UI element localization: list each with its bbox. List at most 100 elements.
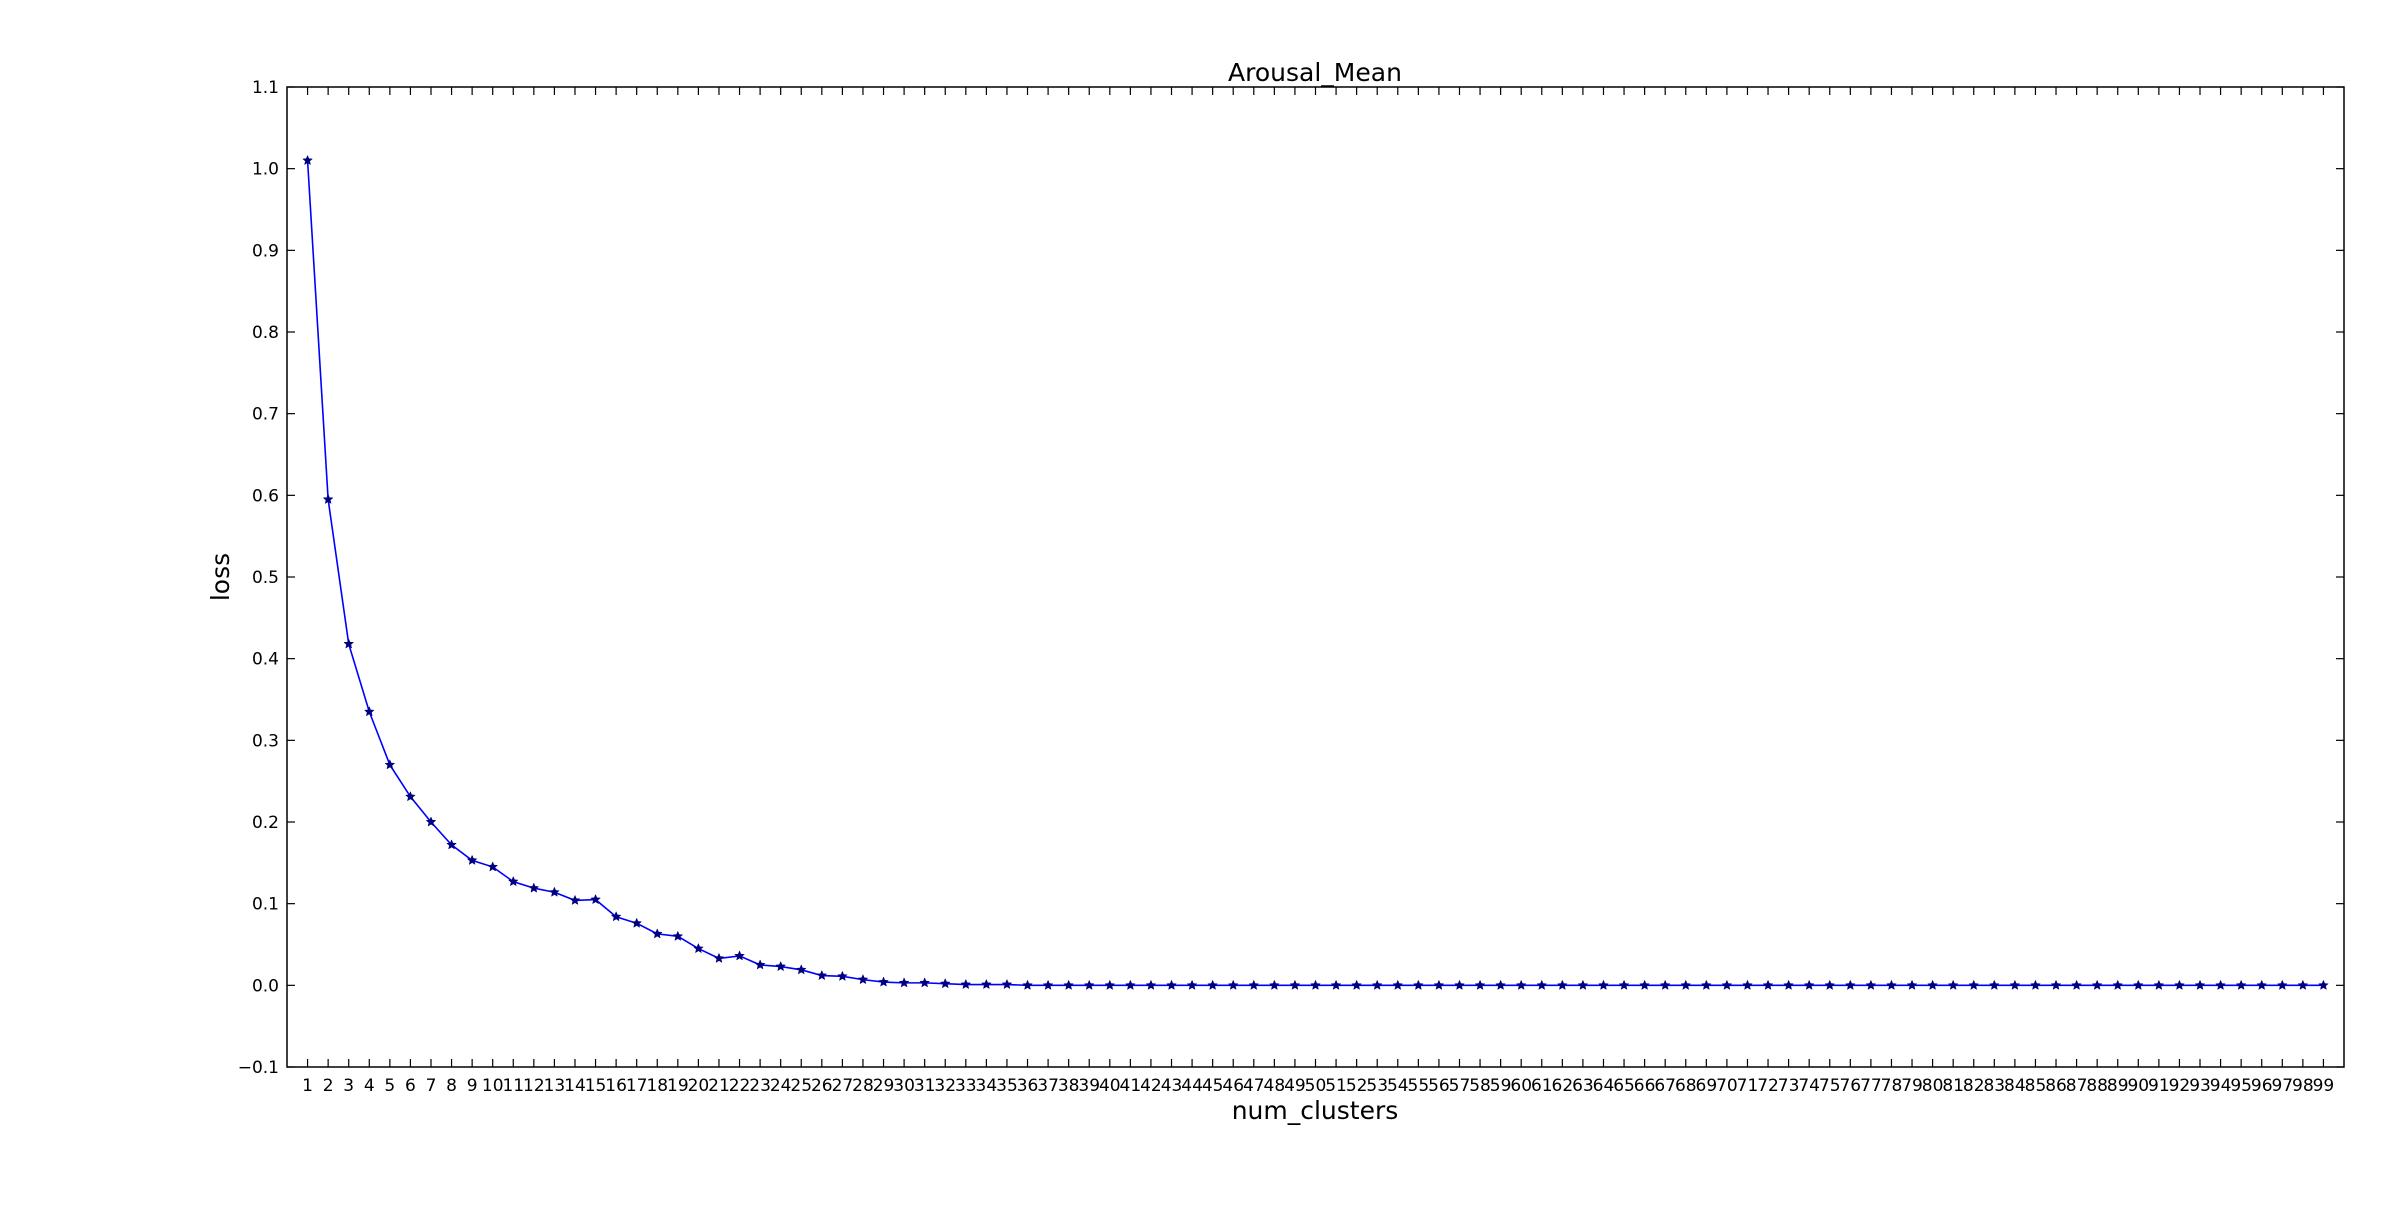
data-point: [1083, 979, 1095, 990]
x-tick-label: 81: [1942, 1076, 1964, 1096]
x-tick-label: 67: [1654, 1076, 1676, 1096]
x-tick-label: 29: [873, 1076, 895, 1096]
data-point: [2009, 979, 2021, 990]
data-point: [2050, 979, 2062, 990]
x-tick-label: 45: [1202, 1076, 1224, 1096]
x-tick-label: 58: [1469, 1076, 1491, 1096]
data-point: [1639, 979, 1650, 990]
series-markers: [302, 154, 2329, 990]
y-tick-label: 0.5: [252, 568, 279, 588]
data-point: [549, 886, 560, 897]
x-tick-label: 51: [1325, 1076, 1347, 1096]
data-point: [1289, 979, 1301, 990]
plot-area-frame: [286, 86, 2345, 1068]
x-tick-label: 66: [1634, 1076, 1656, 1096]
chart-title: Arousal_Mean: [1228, 58, 1402, 87]
x-tick-label: 34: [976, 1076, 998, 1096]
x-tick-label: 71: [1737, 1076, 1759, 1096]
x-tick-label: 9: [467, 1076, 478, 1096]
data-point: [651, 928, 663, 939]
data-point: [1700, 979, 1712, 990]
data-point: [2194, 979, 2206, 990]
y-tick-label: 0.1: [252, 895, 279, 915]
data-point: [1042, 979, 1054, 990]
x-tick-label: 42: [1140, 1076, 1162, 1096]
data-point: [1927, 979, 1938, 990]
x-tick-label: 46: [1222, 1076, 1244, 1096]
data-point: [446, 839, 457, 850]
x-tick-label: 12: [523, 1076, 545, 1096]
x-tick-label: 37: [1037, 1076, 1059, 1096]
x-tick-label: 14: [564, 1076, 586, 1096]
x-tick-label: 18: [646, 1076, 668, 1096]
data-point: [1351, 979, 1363, 990]
x-tick-label: 76: [1839, 1076, 1861, 1096]
data-point: [878, 976, 889, 987]
x-tick-label: 50: [1305, 1076, 1327, 1096]
data-point: [1166, 979, 1177, 990]
data-point: [1145, 979, 1157, 990]
data-point: [610, 911, 622, 922]
x-tick-label: 80: [1922, 1076, 1944, 1096]
x-tick-label: 96: [2251, 1076, 2273, 1096]
x-tick-label: 90: [2127, 1076, 2149, 1096]
x-tick-label: 84: [2004, 1076, 2026, 1096]
x-tick-label: 17: [626, 1076, 648, 1096]
x-tick-label: 83: [1983, 1076, 2005, 1096]
x-tick-label: 15: [585, 1076, 607, 1096]
data-point: [1659, 979, 1671, 990]
x-tick-label: 8: [446, 1076, 457, 1096]
y-tick-label: 0.7: [252, 405, 279, 425]
x-tick-label: 35: [996, 1076, 1018, 1096]
x-tick-label: 98: [2292, 1076, 2314, 1096]
data-point: [2071, 979, 2082, 990]
data-point: [384, 759, 396, 770]
data-point: [713, 952, 725, 963]
x-tick-label: 4: [364, 1076, 375, 1096]
data-point: [1495, 979, 1507, 990]
x-tick-label: 31: [914, 1076, 936, 1096]
data-point: [1742, 979, 1753, 990]
x-tick-label: 62: [1552, 1076, 1574, 1096]
data-point: [919, 977, 931, 988]
data-point: [487, 861, 499, 872]
data-point: [775, 960, 787, 972]
x-tick-label: 3: [343, 1076, 354, 1096]
data-point: [734, 950, 745, 961]
data-point: [2174, 979, 2185, 990]
data-point: [837, 970, 848, 981]
x-tick-label: 87: [2066, 1076, 2088, 1096]
data-point: [857, 973, 869, 985]
y-tick-label: −0.1: [238, 1058, 279, 1078]
x-tick-label: 94: [2210, 1076, 2232, 1096]
data-point: [1556, 979, 1568, 990]
x-tick-label: 6: [405, 1076, 416, 1096]
data-point: [1124, 979, 1136, 990]
data-point: [2132, 979, 2144, 990]
data-point: [795, 964, 807, 975]
data-point: [1762, 979, 1774, 990]
x-tick-label: 54: [1387, 1076, 1409, 1096]
x-tick-label: 72: [1757, 1076, 1779, 1096]
x-tick-label: 74: [1798, 1076, 1820, 1096]
x-tick-label: 95: [2230, 1076, 2252, 1096]
x-tick-label: 28: [852, 1076, 874, 1096]
y-tick-label: 0.6: [252, 486, 279, 506]
data-point: [2030, 979, 2041, 990]
x-tick-label: 40: [1099, 1076, 1121, 1096]
data-point: [1001, 978, 1013, 990]
x-tick-label: 49: [1284, 1076, 1306, 1096]
data-point: [2215, 979, 2226, 990]
x-tick-label: 73: [1778, 1076, 1800, 1096]
x-tick-label: 27: [832, 1076, 854, 1096]
data-point: [2318, 979, 2329, 990]
x-tick-label: 65: [1613, 1076, 1635, 1096]
x-tick-label: 38: [1058, 1076, 1080, 1096]
y-tick-label: 0.8: [252, 323, 279, 343]
x-axis-label: num_clusters: [1232, 1096, 1399, 1125]
data-point: [569, 894, 581, 905]
x-tick-label: 47: [1243, 1076, 1265, 1096]
data-point: [590, 893, 601, 905]
